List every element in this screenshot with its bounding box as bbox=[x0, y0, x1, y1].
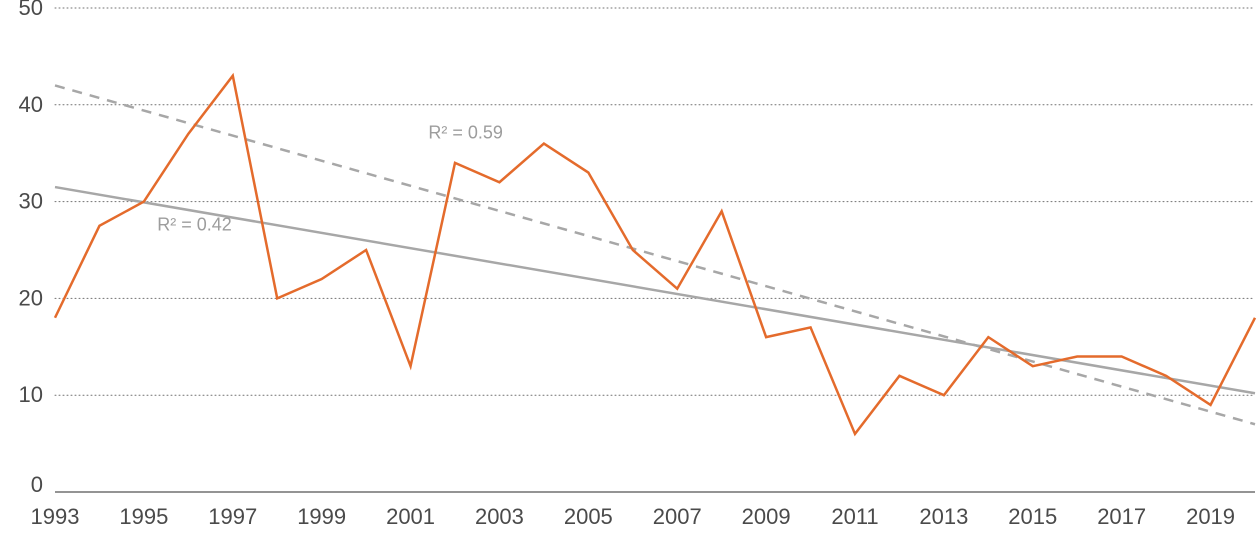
x-tick-label: 2001 bbox=[386, 504, 435, 529]
chart-background bbox=[0, 0, 1260, 551]
x-tick-label: 2015 bbox=[1008, 504, 1057, 529]
x-tick-label: 2013 bbox=[919, 504, 968, 529]
line-chart: 0 10 20 30 40 50 1993 1995 1997 1999 2001 2003 2005 2… bbox=[0, 0, 1260, 551]
x-tick-label: 2011 bbox=[831, 504, 878, 529]
x-tick-label: 1997 bbox=[208, 504, 257, 529]
y-tick-label: 30 bbox=[19, 189, 43, 214]
y-tick-label: 40 bbox=[19, 92, 43, 117]
x-tick-label: 2017 bbox=[1097, 504, 1146, 529]
y-tick-label: 0 bbox=[31, 472, 43, 497]
x-tick-label: 1995 bbox=[119, 504, 168, 529]
x-tick-label: 2009 bbox=[742, 504, 791, 529]
y-tick-label: 10 bbox=[19, 382, 43, 407]
trendline-solid-label: R² = 0.42 bbox=[157, 215, 232, 235]
x-tick-label: 2003 bbox=[475, 504, 524, 529]
x-tick-label: 1993 bbox=[31, 504, 80, 529]
chart-svg: 0 10 20 30 40 50 1993 1995 1997 1999 2001 2003 2005 2… bbox=[0, 0, 1260, 551]
x-tick-label: 2007 bbox=[653, 504, 702, 529]
x-tick-label: 1999 bbox=[297, 504, 346, 529]
trendline-dashed-label: R² = 0.59 bbox=[428, 123, 503, 143]
x-tick-label: 2005 bbox=[564, 504, 613, 529]
y-tick-label: 20 bbox=[19, 285, 43, 310]
x-tick-label: 2019 bbox=[1186, 504, 1235, 529]
y-tick-label: 50 bbox=[19, 0, 43, 20]
